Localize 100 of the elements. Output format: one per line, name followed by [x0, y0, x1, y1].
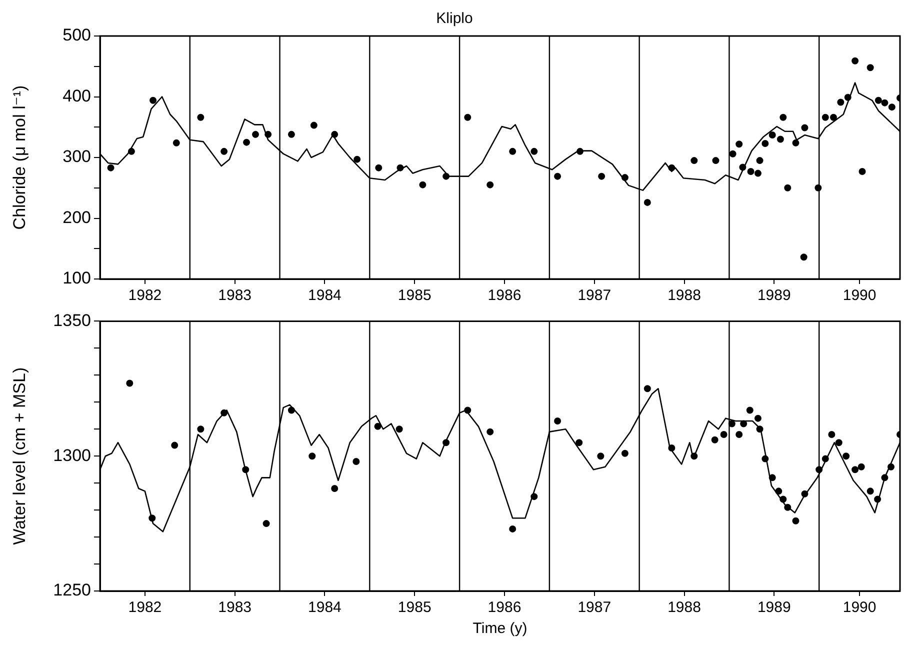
- x-tick-label: 1982: [128, 287, 162, 304]
- point: [792, 517, 800, 524]
- x-tick-label: 1987: [578, 599, 612, 616]
- point: [554, 172, 562, 180]
- point: [107, 164, 114, 172]
- x-tick-label: 1984: [308, 599, 342, 616]
- point: [172, 139, 180, 146]
- point: [837, 98, 844, 106]
- x-axis-title: Time (y): [472, 620, 528, 638]
- point: [220, 148, 228, 155]
- y-axis-title: Water level (cm + MSL): [10, 367, 29, 545]
- x-tick-label: 1988: [668, 599, 701, 616]
- point: [419, 181, 426, 188]
- point: [396, 426, 403, 433]
- point: [754, 170, 762, 177]
- point: [736, 140, 743, 148]
- y-tick-label: 500: [62, 26, 91, 45]
- point: [881, 99, 888, 106]
- point: [754, 414, 762, 422]
- chart-title: Kliplo: [436, 10, 473, 28]
- y-tick-label: 400: [62, 86, 91, 106]
- point: [800, 254, 808, 261]
- point: [509, 525, 516, 532]
- point: [874, 96, 882, 104]
- y-tick-label: 300: [62, 147, 91, 166]
- point: [621, 450, 628, 457]
- x-tick-label: 1986: [488, 599, 522, 616]
- point: [852, 466, 859, 474]
- x-tick-label: 1990: [842, 287, 876, 304]
- point: [252, 130, 260, 138]
- point: [126, 380, 134, 387]
- point: [352, 458, 360, 465]
- point: [830, 114, 837, 121]
- point: [197, 426, 204, 433]
- point: [690, 157, 698, 164]
- point: [842, 452, 850, 460]
- point: [729, 150, 736, 158]
- point: [858, 463, 865, 470]
- point: [374, 422, 382, 430]
- point: [852, 57, 859, 64]
- point: [150, 96, 157, 104]
- x-tick-label: 1984: [308, 287, 342, 304]
- x-tick-label: 1983: [218, 287, 252, 304]
- point: [262, 520, 270, 528]
- point: [464, 114, 472, 121]
- point: [331, 484, 338, 492]
- point: [822, 114, 829, 121]
- x-tick-label: 1987: [578, 287, 612, 304]
- point: [243, 138, 250, 146]
- x-tick-label: 1982: [128, 599, 162, 616]
- point: [858, 168, 866, 175]
- y-axis-title: Chloride (μ mol l⁻¹): [10, 85, 29, 230]
- x-tick-label: 1985: [398, 287, 432, 304]
- point: [746, 406, 754, 414]
- point: [835, 439, 842, 446]
- point: [747, 168, 754, 175]
- point: [310, 122, 318, 129]
- point: [711, 436, 718, 444]
- y-tick-label: 1300: [53, 446, 91, 465]
- point: [828, 431, 836, 438]
- point: [354, 156, 361, 163]
- point: [197, 114, 204, 121]
- point: [712, 157, 720, 164]
- point: [509, 148, 516, 155]
- x-tick-label: 1989: [757, 599, 791, 616]
- x-tick-label: 1988: [668, 287, 701, 304]
- point: [792, 139, 800, 146]
- point: [762, 140, 769, 148]
- y-tick-label: 1250: [53, 580, 91, 600]
- point: [486, 428, 494, 436]
- point: [171, 442, 178, 449]
- point: [308, 452, 316, 460]
- x-tick-label: 1983: [218, 599, 252, 616]
- x-tick-label: 1990: [842, 599, 876, 616]
- y-tick-label: 200: [62, 208, 91, 227]
- point: [780, 114, 787, 121]
- point: [866, 64, 874, 72]
- point: [720, 431, 728, 438]
- point: [768, 132, 776, 139]
- point: [756, 157, 764, 164]
- point: [644, 385, 651, 392]
- point: [530, 148, 538, 155]
- point: [598, 172, 606, 180]
- x-tick-label: 1989: [757, 287, 791, 304]
- point: [375, 164, 382, 172]
- point: [597, 452, 604, 460]
- point: [288, 130, 295, 138]
- point: [644, 198, 651, 206]
- x-tick-label: 1986: [488, 287, 522, 304]
- point: [801, 124, 808, 132]
- y-tick-label: 1350: [53, 310, 91, 330]
- point: [576, 439, 583, 446]
- point: [888, 104, 896, 111]
- point: [486, 181, 494, 188]
- point: [866, 488, 874, 495]
- point: [776, 136, 784, 143]
- point: [736, 431, 743, 438]
- point: [784, 184, 792, 192]
- point: [554, 418, 562, 425]
- x-tick-label: 1985: [398, 599, 432, 616]
